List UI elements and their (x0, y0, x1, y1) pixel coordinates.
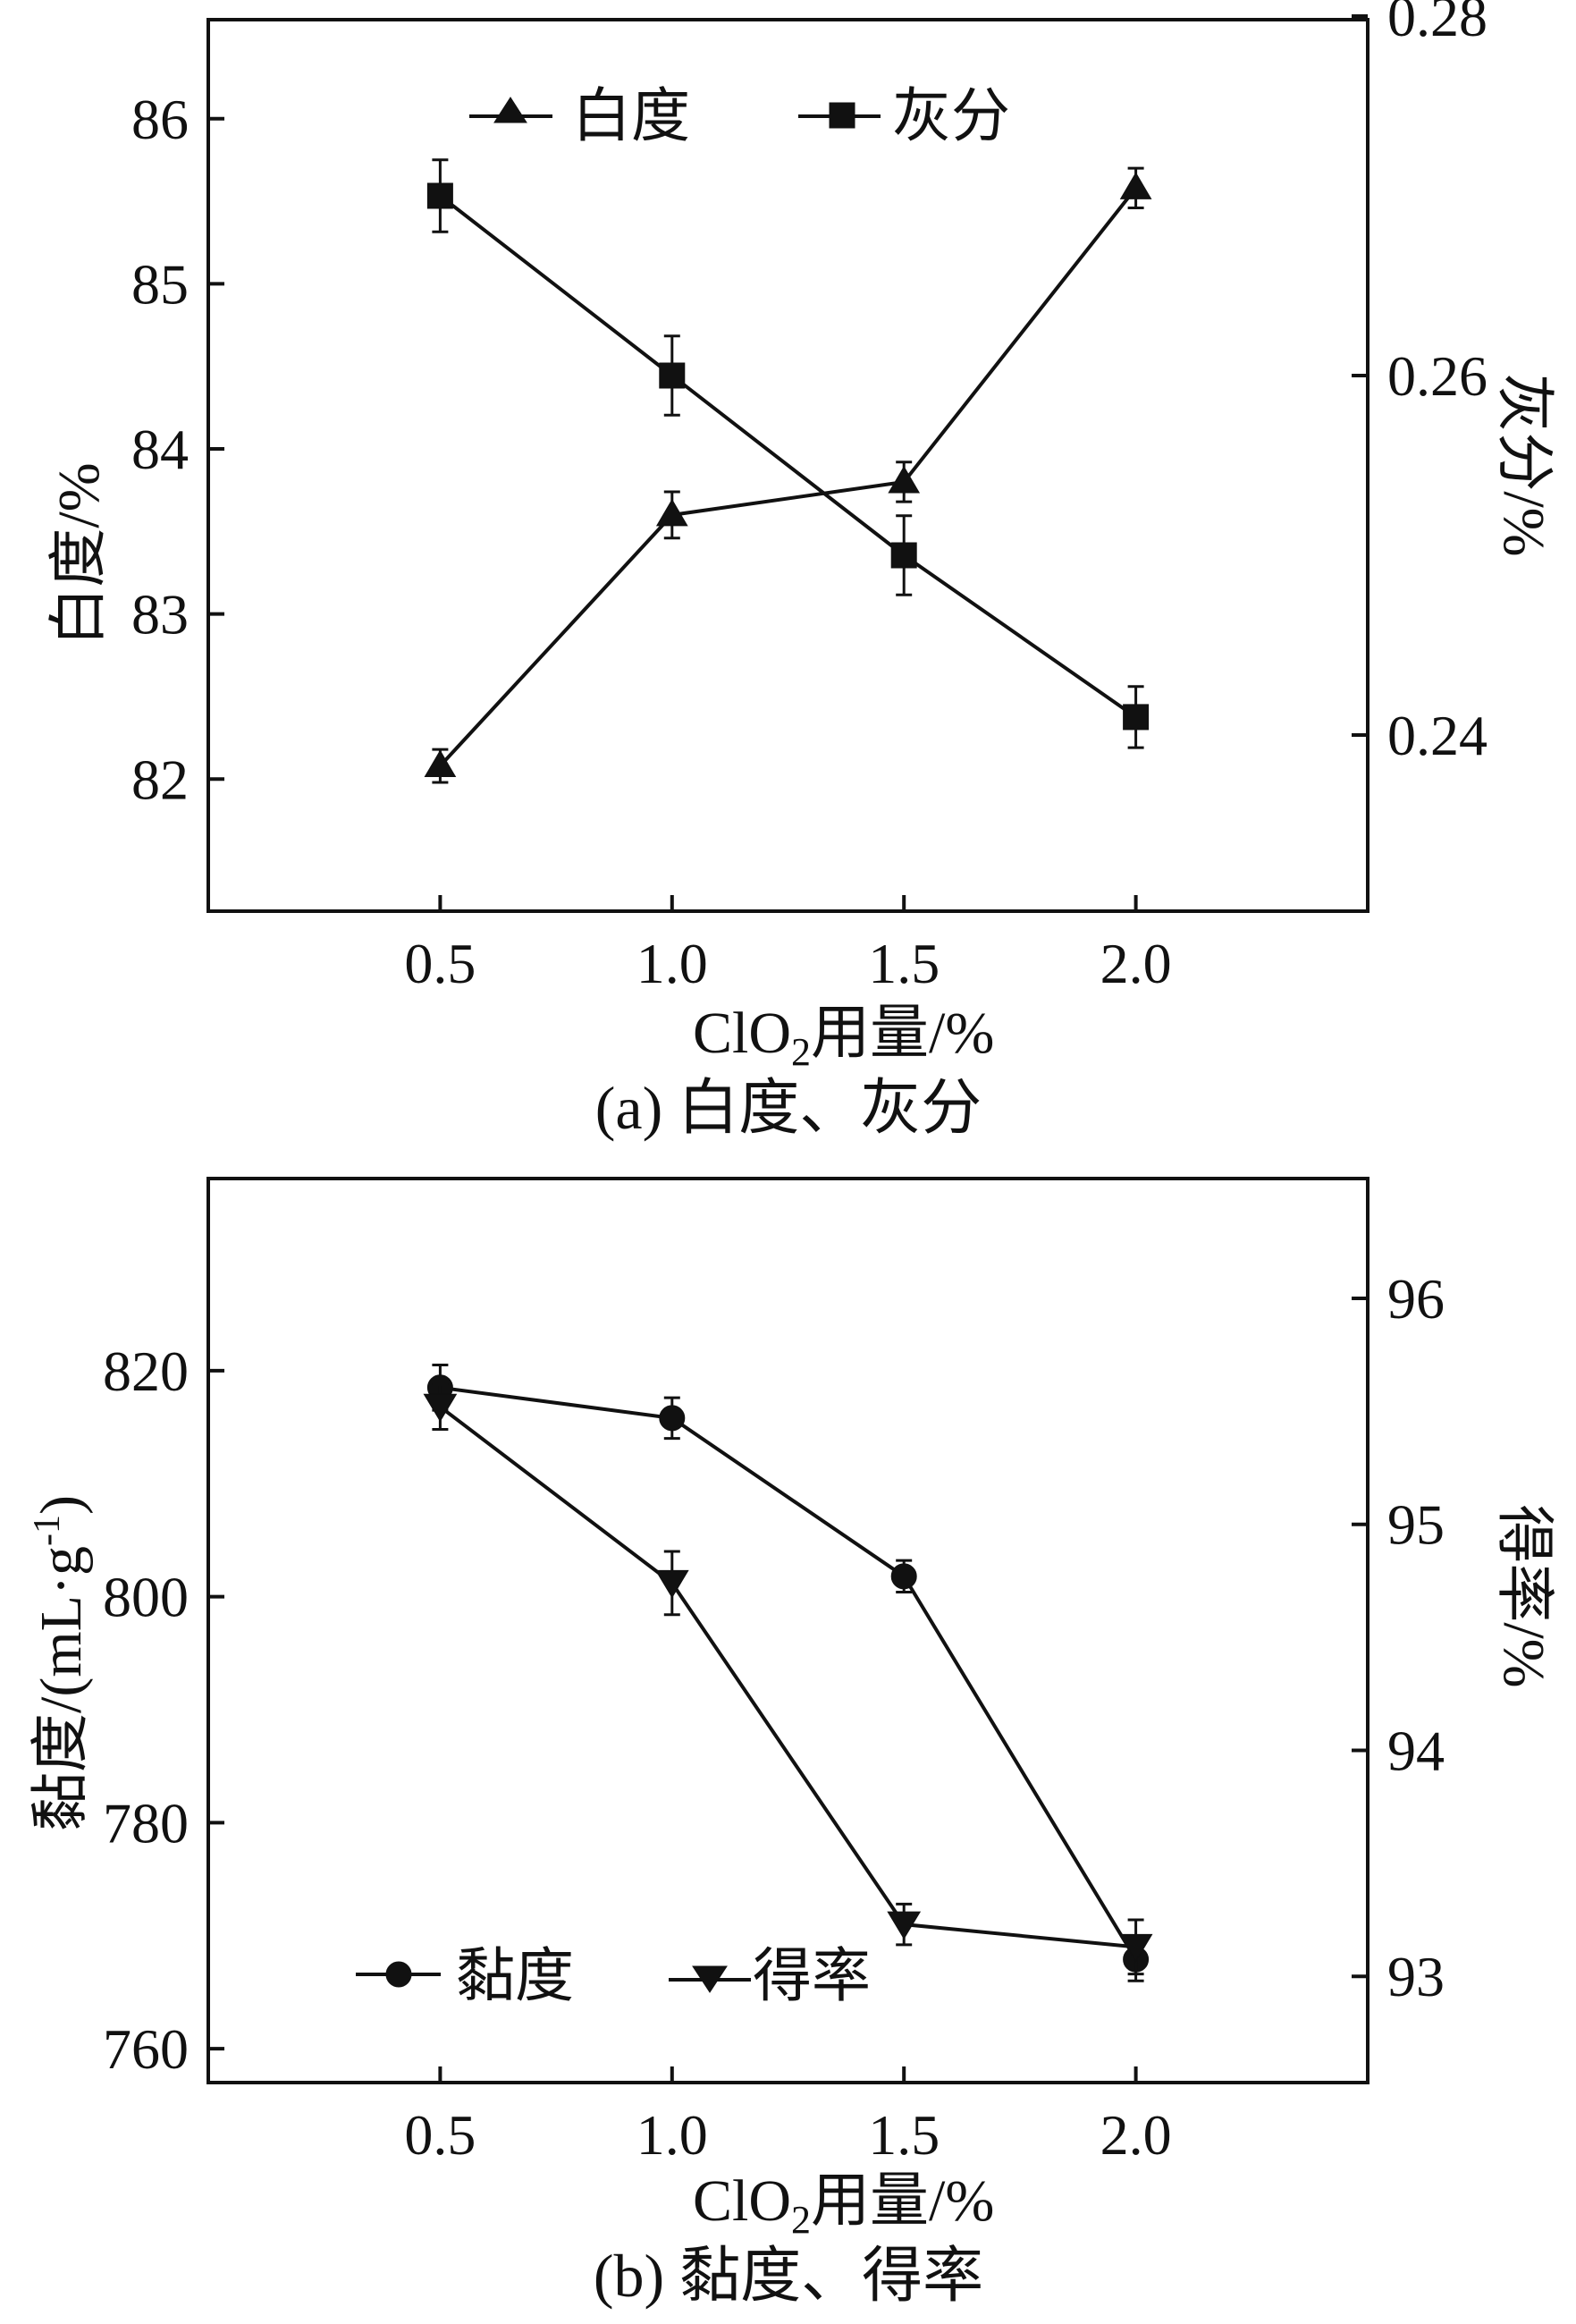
panel-a-x-ticks: 0.5 1.0 1.5 2.0 (404, 895, 1172, 995)
x-tick-label: 0.5 (404, 2103, 476, 2167)
right-y-tick-label: 0.26 (1387, 344, 1488, 408)
panel-b-x-axis-title: ClO2用量/% (693, 2168, 994, 2242)
panel-a-right-axis-title: 灰分/% (1491, 373, 1556, 556)
left-y-tick-label: 780 (103, 1791, 189, 1855)
panel-a-left-axis-title: 白度/% (46, 462, 112, 646)
panel-b-right-axis-title: 得率/% (1491, 1504, 1556, 1687)
legend-label-ash: 灰分 (892, 84, 1010, 149)
panel-a-series (424, 158, 1152, 784)
left-y-tick-label: 86 (131, 88, 189, 151)
panel-b-right-ticks: 93 94 95 96 (1352, 1267, 1445, 2008)
legend-label-whiteness: 白度 (572, 84, 690, 149)
data-point-triangle-down (423, 1393, 458, 1423)
data-point-circle (890, 1563, 917, 1590)
panel-b-legend: 黏度 得率 (356, 1944, 871, 2009)
series-line-0 (438, 187, 1138, 767)
right-y-tick-label: 95 (1387, 1493, 1445, 1557)
right-y-tick-label: 0.28 (1387, 0, 1488, 48)
panel-a-right-ticks: 0.24 0.26 0.28 (1352, 0, 1488, 767)
data-point-square (1123, 704, 1150, 731)
x-tick-label: 2.0 (1100, 2103, 1172, 2167)
panel-a-caption: (a) 白度、灰分 (595, 1074, 982, 1142)
right-y-tick-label: 93 (1387, 1945, 1445, 2008)
x-tick-label: 1.0 (636, 2103, 708, 2167)
data-point-square (426, 182, 453, 209)
series-line-0 (440, 1385, 1138, 1961)
x-tick-label: 1.0 (636, 932, 708, 995)
series-line-1 (439, 194, 1137, 719)
x-tick-label: 1.5 (868, 2103, 940, 2167)
data-point-triangle-up (655, 498, 688, 527)
panel-a-whiteness-ash: 0.5 1.0 1.5 2.0 82 83 84 85 86 0.24 0.26 0.28 白度 … (46, 0, 1556, 1142)
legend-item-viscosity: 黏度 (356, 1944, 574, 2009)
panel-b-x-ticks: 0.5 1.0 1.5 2.0 (404, 2066, 1172, 2167)
legend-label-viscosity: 黏度 (456, 1944, 574, 2009)
data-point-circle (659, 1405, 686, 1432)
left-y-tick-label: 760 (103, 2017, 189, 2081)
data-point-square (890, 542, 917, 569)
panel-b-viscosity-yield: 0.5 1.0 1.5 2.0 760 780 800 820 93 94 95 96 黏度 得率… (27, 1177, 1556, 2310)
legend-item-yield: 得率 (669, 1944, 871, 2009)
data-point-triangle-down (654, 1569, 689, 1599)
panel-b-plot-frame (206, 1177, 1370, 2084)
panel-a-plot-frame (206, 18, 1370, 913)
x-tick-label: 1.5 (868, 932, 940, 995)
x-tick-label: 0.5 (404, 932, 476, 995)
left-y-tick-label: 82 (131, 748, 189, 811)
right-y-tick-label: 96 (1387, 1267, 1445, 1331)
legend-item-whiteness: 白度 (469, 84, 690, 149)
left-y-tick-label: 800 (103, 1566, 189, 1629)
data-point-triangle-up (1119, 172, 1152, 199)
data-point-triangle-down (1118, 1933, 1153, 1963)
x-tick-label: 2.0 (1100, 932, 1172, 995)
legend-circle-icon (385, 1961, 412, 1988)
panel-a-legend: 白度 灰分 (469, 84, 1010, 149)
panel-a-x-axis-title: ClO2用量/% (693, 1001, 994, 1074)
right-y-tick-label: 0.24 (1387, 704, 1488, 767)
panel-b-series (423, 1364, 1153, 1982)
legend-square-icon (829, 102, 855, 129)
left-y-tick-label: 820 (103, 1339, 189, 1403)
data-point-triangle-up (424, 749, 457, 778)
left-y-tick-label: 85 (131, 252, 189, 316)
panel-b-caption: (b) 黏度、得率 (594, 2242, 983, 2310)
data-point-triangle-up (888, 465, 921, 494)
legend-label-yield: 得率 (753, 1944, 871, 2009)
left-y-tick-label: 84 (131, 418, 189, 481)
legend-item-ash: 灰分 (798, 84, 1010, 149)
right-y-tick-label: 94 (1387, 1719, 1445, 1782)
data-point-square (659, 362, 686, 389)
legend-triangle-down-icon (692, 1965, 728, 1993)
data-point-triangle-down (887, 1911, 922, 1940)
panel-a-left-ticks: 82 83 84 85 86 (131, 88, 224, 811)
series-line-1 (439, 1405, 1136, 1949)
panel-b-left-ticks: 760 780 800 820 (103, 1339, 224, 2081)
panel-b-left-axis-title: 黏度/(mL·g-1) (27, 1495, 94, 1831)
left-y-tick-label: 83 (131, 583, 189, 646)
legend-triangle-up-icon (493, 97, 527, 123)
